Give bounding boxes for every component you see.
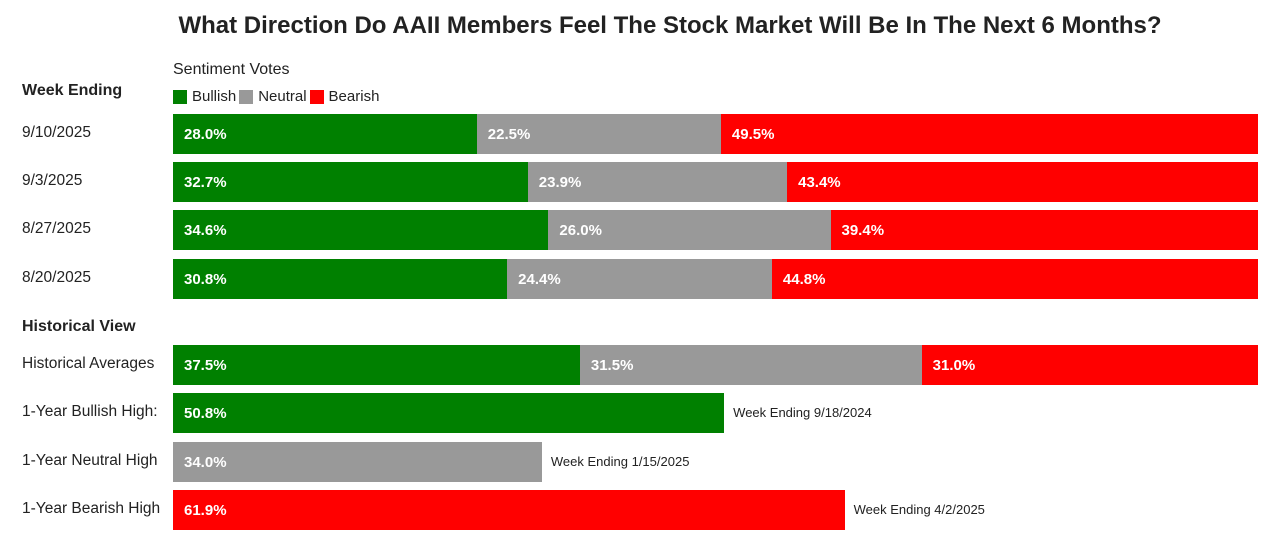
week-row-3-neutral-bar: 26.0% — [548, 210, 831, 250]
week-row-1-neutral-bar: 22.5% — [476, 114, 721, 154]
week-row-4-label: 8/20/2025 — [22, 269, 91, 286]
bearish-high-note: Week Ending 4/2/2025 — [853, 502, 985, 517]
bullish-high-note: Week Ending 9/18/2024 — [733, 405, 872, 420]
bearish-high-label: 1-Year Bearish High — [22, 500, 161, 517]
week-row-2-bullish-bar: 32.7% — [173, 162, 528, 202]
legend-label-neutral: Neutral — [258, 88, 307, 105]
legend: Bullish Neutral Bearish — [173, 88, 382, 105]
week-ending-header: Week Ending — [22, 82, 123, 99]
chart-title: What Direction Do AAII Members Feel The … — [178, 12, 1162, 39]
legend-swatch-bullish — [173, 89, 187, 104]
neutral-high-bar: 34.0% — [173, 442, 542, 482]
week-row-3-label: 8/27/2025 — [22, 220, 91, 237]
historical-view-header: Historical View — [22, 318, 136, 335]
week-row-3-bearish-bar: 39.4% — [830, 210, 1258, 250]
week-row-4-neutral-bar: 24.4% — [507, 259, 772, 299]
week-row-4-bullish-bar: 30.8% — [173, 259, 508, 299]
legend-label-bearish: Bearish — [328, 88, 380, 105]
week-row-1-bearish-bar: 49.5% — [720, 114, 1258, 154]
legend-label-bullish: Bullish — [192, 88, 237, 105]
week-row-2-label: 9/3/2025 — [22, 172, 83, 189]
bullish-high-label: 1-Year Bullish High: — [22, 403, 158, 420]
week-row-4-bearish-bar: 44.8% — [771, 259, 1258, 299]
bullish-high-bar: 50.8% — [173, 393, 725, 433]
legend-swatch-bearish — [309, 89, 324, 104]
historical-averages-bearish-bar: 31.0% — [921, 345, 1258, 385]
week-row-2-bearish-bar: 43.4% — [787, 162, 1258, 202]
historical-averages-neutral-bar: 31.5% — [579, 345, 922, 385]
legend-item-bullish: Bullish — [173, 88, 236, 105]
legend-title: Sentiment Votes — [173, 61, 290, 78]
bearish-high-bar: 61.9% — [173, 490, 845, 530]
neutral-high-label: 1-Year Neutral High — [22, 452, 158, 469]
neutral-high-note: Week Ending 1/15/2025 — [550, 454, 690, 469]
week-row-1-label: 9/10/2025 — [22, 124, 91, 141]
historical-averages-bullish-bar: 37.5% — [173, 345, 580, 385]
legend-item-bearish: Bearish — [309, 88, 380, 105]
historical-averages-label: Historical Averages — [22, 355, 155, 372]
legend-item-neutral: Neutral — [239, 88, 307, 105]
week-row-1-bullish-bar: 28.0% — [173, 114, 477, 154]
week-row-2-neutral-bar: 23.9% — [527, 162, 788, 202]
legend-swatch-neutral — [239, 89, 254, 104]
week-row-3-bullish-bar: 34.6% — [173, 210, 549, 250]
